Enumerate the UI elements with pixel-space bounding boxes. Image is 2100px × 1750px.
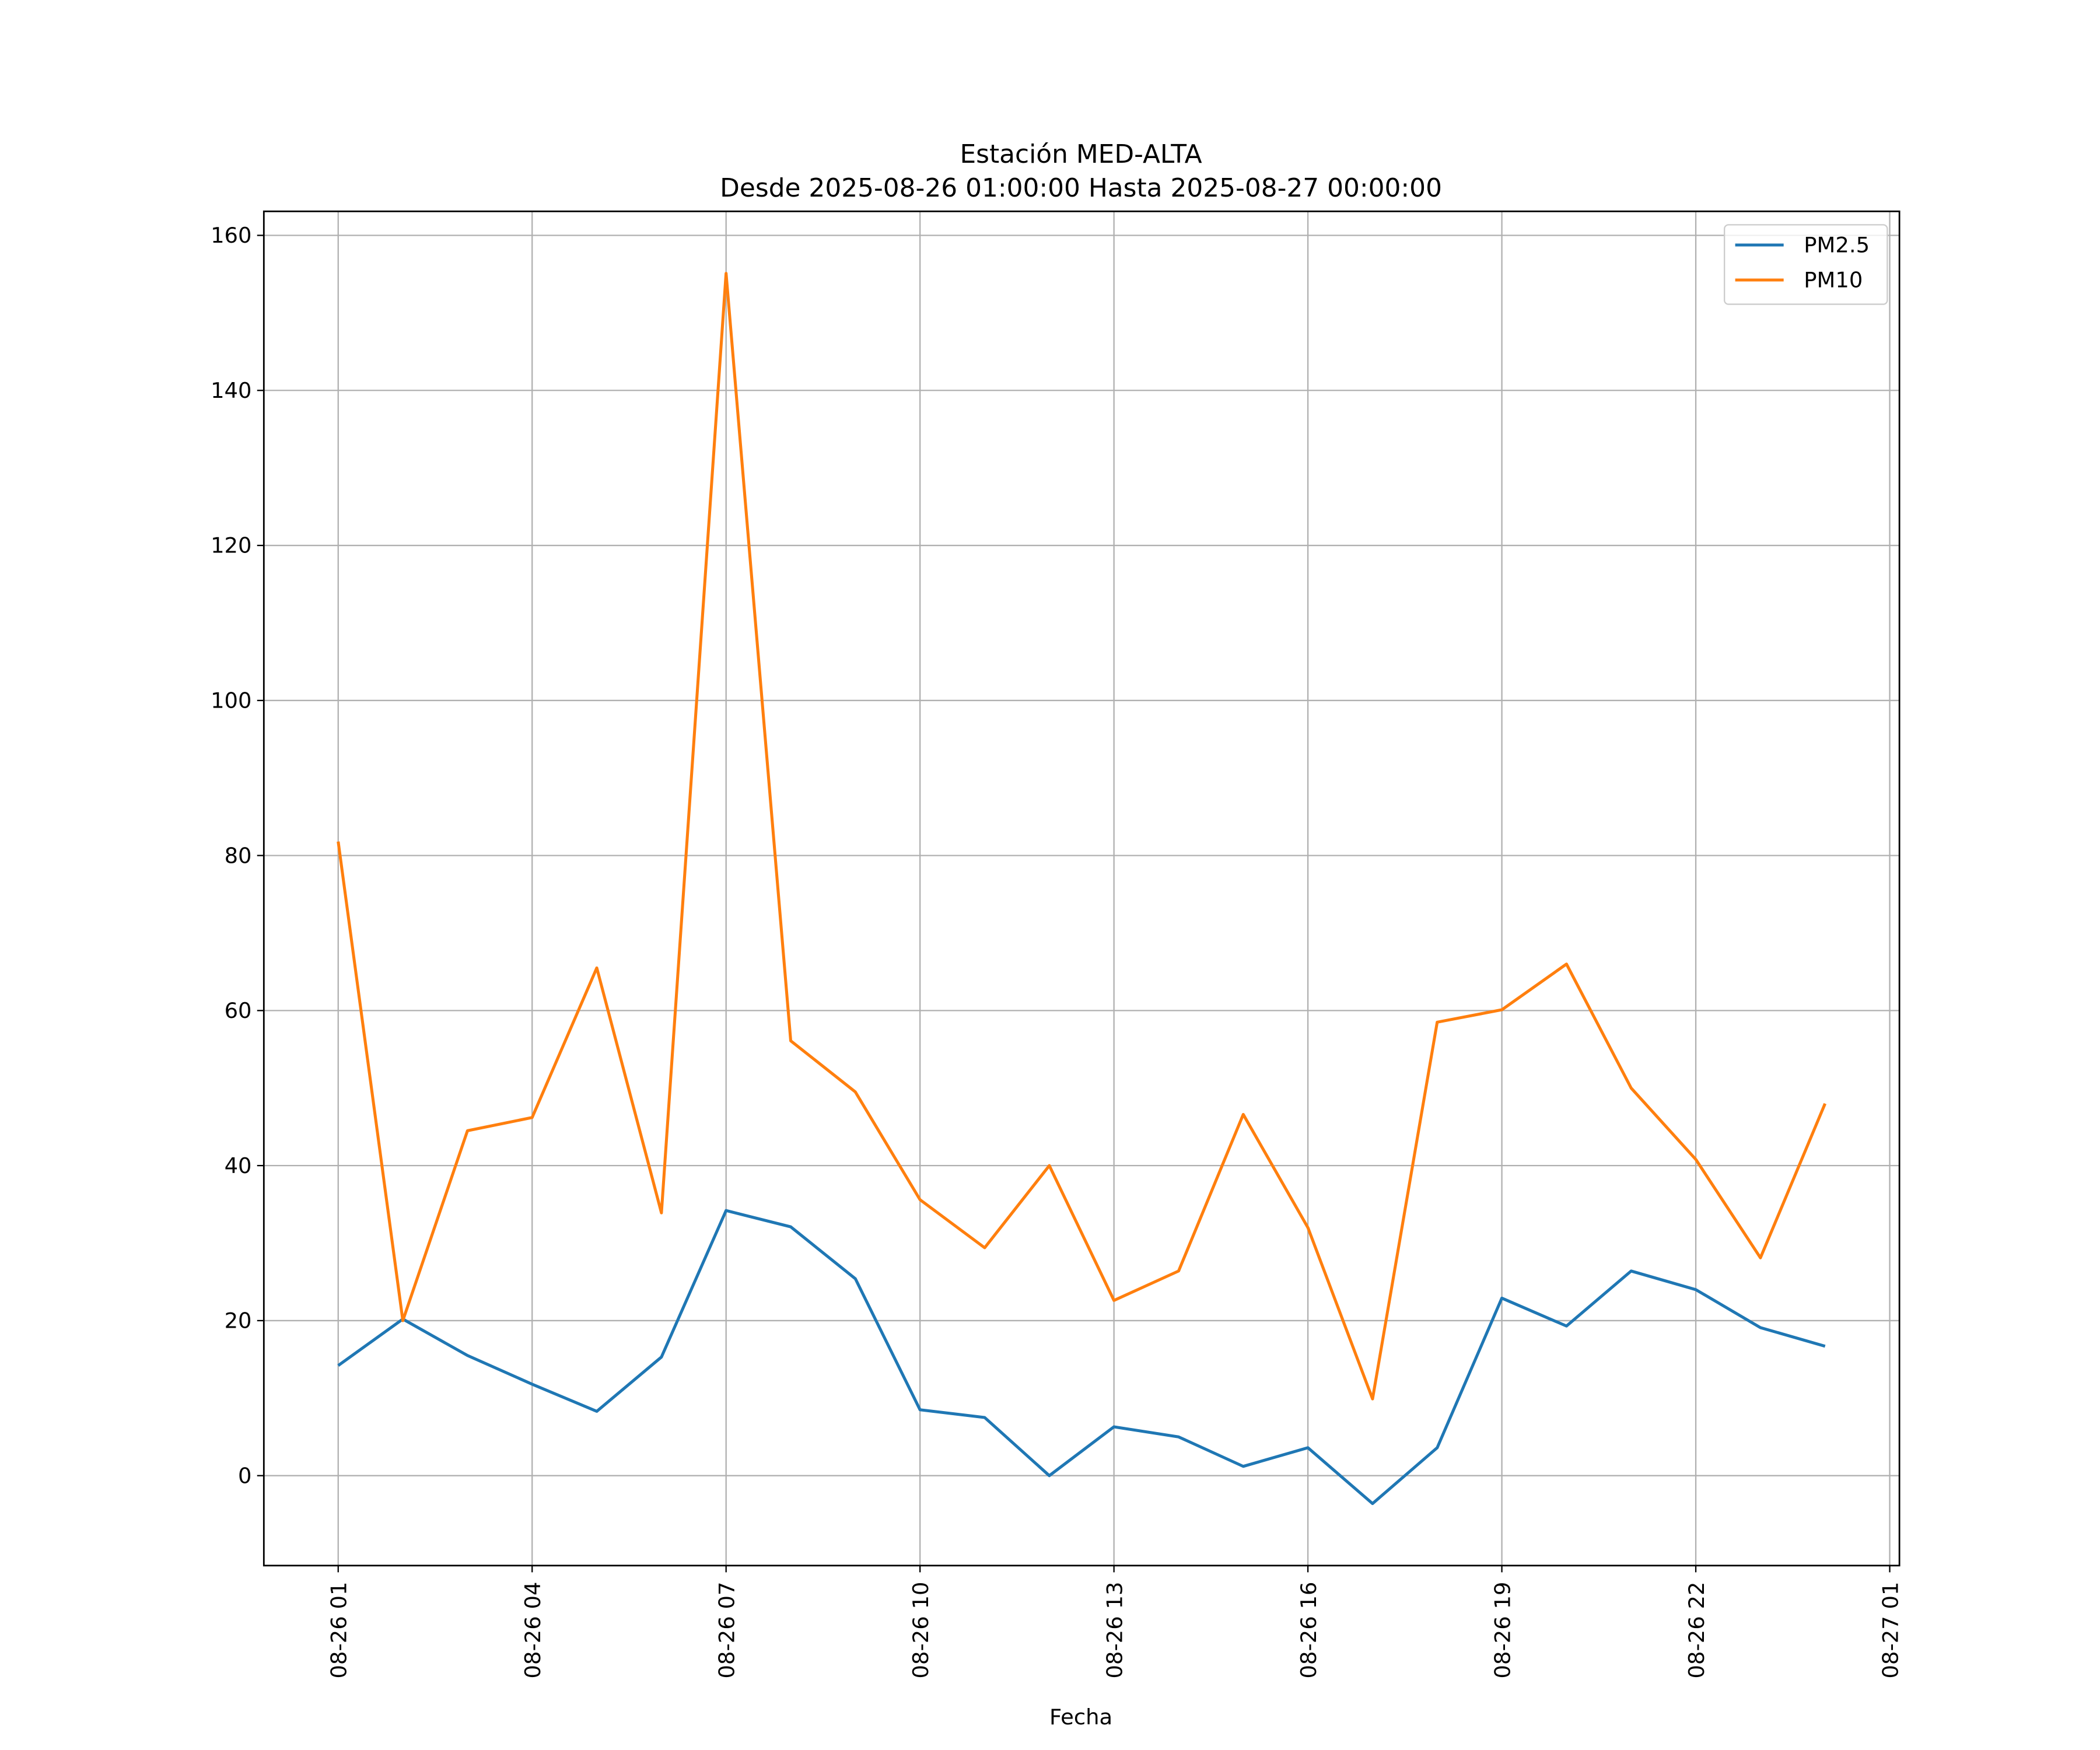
y-tick-label: 120: [211, 533, 251, 558]
legend-label: PM10: [1804, 268, 1863, 293]
x-tick-label: 08-26 10: [908, 1582, 933, 1679]
chart-subtitle: Desde 2025-08-26 01:00:00 Hasta 2025-08-…: [720, 173, 1442, 203]
series-line-pm25: [337, 1209, 1826, 1506]
x-tick-label: 08-26 04: [520, 1582, 545, 1679]
y-tick-label: 60: [225, 998, 252, 1023]
series-line-pm10: [337, 272, 1827, 1401]
x-tick-label: 08-26 07: [715, 1582, 740, 1679]
x-tick-label: 08-26 19: [1490, 1582, 1515, 1679]
y-tick-label: 40: [225, 1153, 252, 1178]
x-tick-label: 08-26 22: [1684, 1582, 1709, 1679]
ticks: 0 20 40 60 80 100 120 140 160 08-26 01 08-26 04 08-…: [211, 223, 1903, 1678]
y-tick-label: 20: [225, 1308, 252, 1334]
y-tick-label: 100: [211, 688, 251, 713]
y-tick-label: 160: [211, 223, 251, 248]
y-tick-label: 0: [238, 1463, 251, 1488]
legend: PM2.5 PM10: [1723, 224, 1888, 305]
grid: [264, 211, 1900, 1566]
x-axis-label: Fecha: [1049, 1704, 1112, 1730]
y-tick-label: 80: [225, 843, 252, 868]
chart-title: Estación MED-ALTA: [960, 139, 1202, 169]
x-tick-label: 08-26 13: [1102, 1582, 1127, 1679]
legend-label: PM2.5: [1804, 233, 1870, 258]
x-tick-label: 08-27 01: [1878, 1582, 1903, 1679]
x-tick-label: 08-26 01: [327, 1582, 352, 1679]
y-tick-label: 140: [211, 378, 251, 403]
series-lines: [337, 272, 1827, 1506]
axes-frame: [262, 210, 1901, 1567]
x-tick-label: 08-26 16: [1296, 1582, 1321, 1679]
